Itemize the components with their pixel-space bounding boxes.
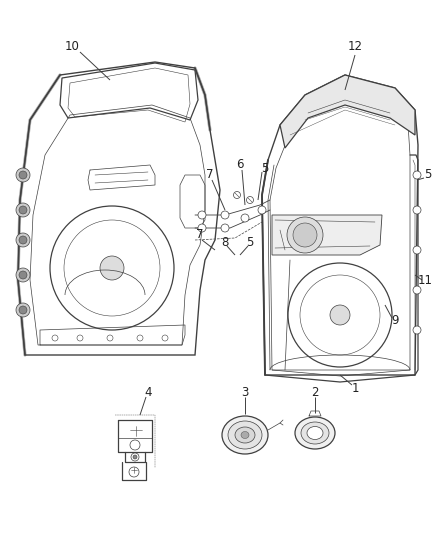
Circle shape: [130, 440, 140, 450]
Text: 10: 10: [64, 41, 79, 53]
Text: 1: 1: [351, 382, 359, 394]
Circle shape: [19, 271, 27, 279]
Polygon shape: [280, 75, 415, 148]
Circle shape: [413, 206, 421, 214]
Circle shape: [247, 197, 254, 204]
Text: 4: 4: [144, 385, 152, 399]
Circle shape: [233, 191, 240, 198]
Circle shape: [77, 335, 83, 341]
Ellipse shape: [295, 417, 335, 449]
Circle shape: [52, 335, 58, 341]
Circle shape: [19, 236, 27, 244]
Circle shape: [16, 233, 30, 247]
Ellipse shape: [222, 416, 268, 454]
Circle shape: [16, 168, 30, 182]
Text: 12: 12: [347, 41, 363, 53]
Circle shape: [413, 286, 421, 294]
Polygon shape: [272, 215, 382, 255]
Circle shape: [16, 303, 30, 317]
Ellipse shape: [241, 432, 249, 439]
Circle shape: [287, 217, 323, 253]
Circle shape: [330, 305, 350, 325]
Text: 7: 7: [206, 168, 214, 182]
Circle shape: [221, 211, 229, 219]
Circle shape: [19, 171, 27, 179]
Text: 5: 5: [261, 161, 268, 174]
Circle shape: [16, 203, 30, 217]
Ellipse shape: [228, 421, 262, 449]
Circle shape: [131, 453, 139, 461]
Circle shape: [162, 335, 168, 341]
Circle shape: [258, 206, 266, 214]
Text: 5: 5: [424, 168, 432, 182]
Text: 11: 11: [417, 273, 432, 287]
Circle shape: [19, 206, 27, 214]
Circle shape: [137, 335, 143, 341]
Text: 6: 6: [236, 158, 244, 172]
Circle shape: [293, 223, 317, 247]
Ellipse shape: [235, 427, 255, 443]
Ellipse shape: [301, 422, 329, 444]
Text: 2: 2: [311, 385, 319, 399]
Circle shape: [198, 224, 206, 232]
Ellipse shape: [307, 426, 323, 440]
Circle shape: [19, 306, 27, 314]
Circle shape: [413, 326, 421, 334]
Text: 3: 3: [241, 385, 249, 399]
Text: 5: 5: [246, 236, 254, 248]
Circle shape: [413, 171, 421, 179]
Text: 9: 9: [391, 313, 399, 327]
Circle shape: [241, 214, 249, 222]
Circle shape: [16, 268, 30, 282]
Circle shape: [221, 224, 229, 232]
Circle shape: [100, 256, 124, 280]
Circle shape: [413, 246, 421, 254]
Circle shape: [133, 455, 137, 459]
Text: 7: 7: [196, 229, 204, 241]
Text: 8: 8: [221, 236, 229, 248]
Circle shape: [198, 211, 206, 219]
Circle shape: [107, 335, 113, 341]
